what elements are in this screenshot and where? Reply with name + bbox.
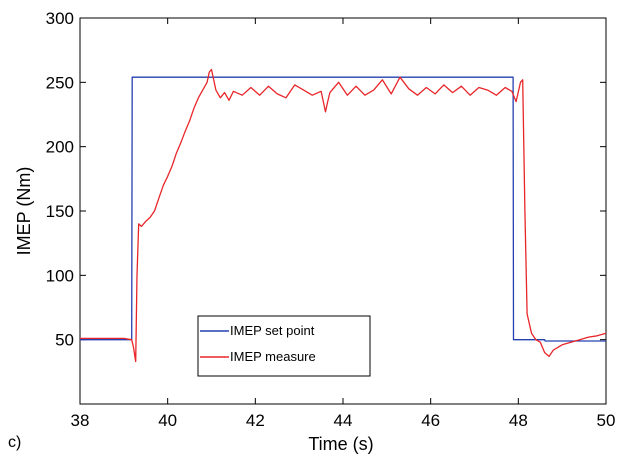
legend-label-set-point: IMEP set point xyxy=(230,323,315,338)
legend-label-measure: IMEP measure xyxy=(230,349,316,364)
y-axis-title: IMEP (Nm) xyxy=(14,167,34,256)
series-line-imep-set-point xyxy=(80,76,606,342)
panel-label: c) xyxy=(8,434,21,451)
x-tick-label: 40 xyxy=(158,411,177,430)
x-tick-label: 48 xyxy=(509,411,528,430)
series-line-imep-measure xyxy=(80,68,607,363)
y-tick-label: 150 xyxy=(46,202,74,221)
y-tick-label: 300 xyxy=(46,9,74,28)
y-tick-label: 200 xyxy=(46,138,74,157)
x-tick-label: 44 xyxy=(334,411,353,430)
y-tick-label: 50 xyxy=(55,331,74,350)
legend-box xyxy=(197,315,371,377)
x-axis-title: Time (s) xyxy=(308,434,373,454)
axis-ticks: 38 40 42 44 46 48 50 50 100 150 200 250 300 xyxy=(46,9,616,430)
y-tick-label: 250 xyxy=(46,73,74,92)
x-tick-label: 46 xyxy=(421,411,440,430)
x-tick-label: 42 xyxy=(246,411,265,430)
x-tick-label: 38 xyxy=(71,411,90,430)
series-lines xyxy=(80,68,607,363)
y-tick-label: 100 xyxy=(46,266,74,285)
legend: IMEP set point IMEP measure xyxy=(197,315,371,377)
x-tick-label: 50 xyxy=(597,411,616,430)
